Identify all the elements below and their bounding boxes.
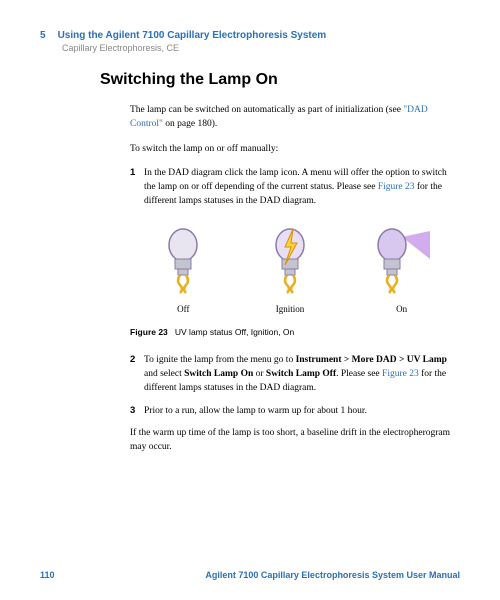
- menu-option: Switch Lamp On: [184, 369, 253, 379]
- figure-caption: Figure 23 UV lamp status Off, Ignition, …: [130, 326, 460, 339]
- figure-link[interactable]: Figure 23: [378, 182, 415, 192]
- lamp-ignition: Ignition: [265, 227, 315, 317]
- text: and select: [144, 369, 184, 379]
- step-2: 2 To ignite the lamp from the menu go to…: [130, 353, 460, 396]
- figure-number: Figure 23: [130, 327, 168, 337]
- step-text: In the DAD diagram click the lamp icon. …: [144, 166, 460, 209]
- lamp-off-label: Off: [177, 303, 189, 317]
- lamp-on-label: On: [396, 303, 407, 317]
- text: To ignite the lamp from the menu go to: [144, 355, 296, 365]
- intro-paragraph-1: The lamp can be switched on automaticall…: [130, 103, 460, 132]
- text: . Please see: [336, 369, 382, 379]
- page-number: 110: [40, 570, 55, 580]
- lamp-status-diagram: Off Ignition On: [130, 227, 460, 317]
- page-footer: 110 Agilent 7100 Capillary Electrophores…: [40, 570, 460, 580]
- chapter-number: 5: [40, 30, 46, 41]
- lamp-off: Off: [158, 227, 208, 317]
- lamp-ignition-icon: [265, 227, 315, 297]
- lamp-ignition-label: Ignition: [276, 303, 305, 317]
- section-title: Switching the Lamp On: [100, 71, 460, 89]
- manual-title: Agilent 7100 Capillary Electrophoresis S…: [205, 570, 460, 580]
- text: on page 180).: [163, 119, 217, 129]
- body-content: The lamp can be switched on automaticall…: [130, 103, 460, 454]
- chapter-header: 5 Using the Agilent 7100 Capillary Elect…: [40, 30, 460, 41]
- text: or: [253, 369, 266, 379]
- closing-paragraph: If the warm up time of the lamp is too s…: [130, 426, 460, 455]
- step-number: 1: [130, 166, 144, 209]
- intro-paragraph-2: To switch the lamp on or off manually:: [130, 142, 460, 156]
- step-text: To ignite the lamp from the menu go to I…: [144, 353, 460, 396]
- lamp-on-icon: [372, 227, 432, 297]
- lamp-off-icon: [158, 227, 208, 297]
- step-1: 1 In the DAD diagram click the lamp icon…: [130, 166, 460, 209]
- lamp-on: On: [372, 227, 432, 317]
- text: The lamp can be switched on automaticall…: [130, 105, 403, 115]
- menu-path: Instrument > More DAD > UV Lamp: [296, 355, 447, 365]
- step-number: 2: [130, 353, 144, 396]
- step-text: Prior to a run, allow the lamp to warm u…: [144, 404, 460, 418]
- figure-link[interactable]: Figure 23: [382, 369, 419, 379]
- chapter-subtitle: Capillary Electrophoresis, CE: [62, 43, 460, 53]
- chapter-title: Using the Agilent 7100 Capillary Electro…: [58, 30, 327, 41]
- menu-option: Switch Lamp Off: [266, 369, 336, 379]
- step-3: 3 Prior to a run, allow the lamp to warm…: [130, 404, 460, 418]
- figure-text: UV lamp status Off, Ignition, On: [175, 327, 294, 337]
- step-number: 3: [130, 404, 144, 418]
